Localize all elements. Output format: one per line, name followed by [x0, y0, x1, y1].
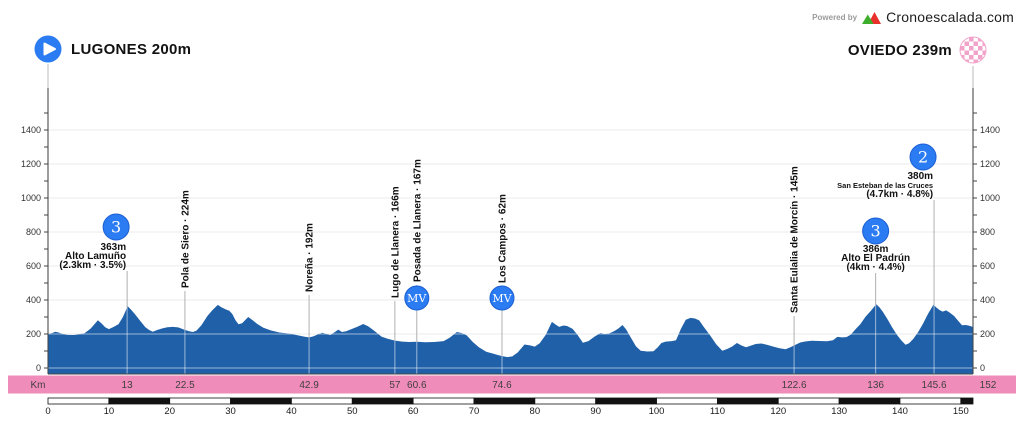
ruler-label: 70 [469, 406, 480, 417]
ruler-label: 130 [831, 406, 847, 417]
svg-text:0: 0 [980, 363, 985, 373]
climb-gradient: (4.7km · 4.8%) [866, 189, 933, 200]
finish-text: OVIEDO 239m [847, 41, 952, 59]
axes: 0 0 200 200 400 400 600 600 800 800 1000 1000 1200 12… [21, 88, 1000, 375]
waypoint-label: Los Campos · 62m [497, 194, 508, 283]
svg-text:3: 3 [111, 218, 121, 237]
mv-badge [404, 285, 430, 311]
svg-text:200: 200 [980, 329, 995, 339]
waypoint-label: Santa Eulalia de Morcín · 145m [790, 166, 801, 313]
ruler-label: 10 [104, 406, 115, 417]
climb-elevation: 386m [863, 244, 889, 255]
waypoints: Pola de Siero · 224m Noreña · 192m Lugo de… [180, 159, 801, 357]
elevation-area [48, 304, 973, 374]
svg-text:800: 800 [980, 227, 995, 237]
svg-text:MV: MV [407, 292, 427, 305]
distance-ruler: 0 10 20 30 40 50 60 70 80 90 100 110 120 130 140 150 [45, 397, 974, 417]
climb-elevation: 363m [101, 242, 127, 253]
climb-name: Alto Lamuño [65, 251, 126, 262]
km-bar-value: 22.5 [175, 380, 195, 391]
km-bar-value: 13 [122, 380, 134, 391]
finish-label: OVIEDO 239m [848, 36, 987, 64]
start-label: LUGONES 200m [34, 35, 191, 63]
ruler-label: 90 [590, 406, 601, 417]
svg-text:200: 200 [26, 329, 41, 339]
ruler-label: 60 [408, 406, 419, 417]
climb-category-badge [102, 213, 130, 241]
climb-gradient: (2.3km · 3.5%) [59, 260, 126, 271]
climb-category-badge [909, 143, 937, 171]
ruler-label: 40 [286, 406, 297, 417]
ruler-label: 120 [770, 406, 786, 417]
climb-category-badge [862, 217, 890, 245]
svg-text:800: 800 [26, 227, 41, 237]
km-bar-value: 152 [980, 380, 997, 391]
climb-name: San Esteban de las Cruces [837, 181, 933, 190]
ruler-label: 110 [710, 406, 725, 417]
ruler-label: 150 [953, 406, 969, 417]
finish-flag-icon [959, 36, 987, 64]
km-bar-value: 60.6 [407, 380, 427, 391]
km-bar-value: 57 [389, 380, 401, 391]
powered-by: Powered by Cronoescalada.com [812, 9, 1014, 25]
powered-by-label: Powered by [812, 12, 858, 22]
ruler-label: 50 [347, 406, 358, 417]
cronoescalada-logo-icon [862, 11, 882, 24]
ruler-label: 80 [530, 406, 541, 417]
ruler-label: 100 [649, 406, 665, 417]
svg-text:1200: 1200 [21, 159, 41, 169]
svg-text:MV: MV [492, 292, 512, 305]
climb-name: Alto El Padrún [841, 253, 910, 264]
start-icon [34, 35, 62, 63]
svg-text:1400: 1400 [21, 125, 41, 135]
svg-text:3: 3 [871, 222, 881, 241]
svg-text:400: 400 [980, 295, 995, 305]
km-bar-unit: Km [31, 380, 46, 391]
svg-text:0: 0 [36, 363, 41, 373]
svg-text:600: 600 [980, 261, 995, 271]
svg-text:1400: 1400 [980, 125, 1000, 135]
svg-text:600: 600 [26, 261, 41, 271]
start-text: LUGONES 200m [71, 40, 192, 58]
svg-text:1200: 1200 [980, 159, 1000, 169]
mv-badge [489, 285, 515, 311]
km-bar-value: 122.6 [782, 380, 807, 391]
svg-text:2: 2 [918, 148, 928, 167]
km-bar-value: 42.9 [299, 380, 319, 391]
km-bar-value: 74.6 [492, 380, 512, 391]
km-bar: Km 13 22.5 42.9 57 60.6 74.6 122.6 136 145.6 152 [8, 375, 1016, 394]
waypoint-label: Lugo de Llanera · 166m [390, 186, 401, 298]
ruler-label: 20 [164, 406, 175, 417]
svg-text:1000: 1000 [21, 193, 41, 203]
svg-text:1000: 1000 [980, 193, 1000, 203]
waypoint-label: Pola de Siero · 224m [180, 190, 191, 288]
ruler-label: 140 [892, 406, 908, 417]
km-bar-value: 136 [867, 380, 884, 391]
brand-link[interactable]: Cronoescalada.com [886, 9, 1014, 25]
waypoint-label: Noreña · 192m [305, 223, 316, 292]
km-bar-value: 145.6 [922, 380, 947, 391]
climb-elevation: 380m [907, 171, 933, 182]
waypoint-label: Posada de Llanera · 167m [412, 159, 423, 282]
climb-gradient: (4km · 4.4%) [846, 262, 904, 273]
ruler-label: 30 [225, 406, 236, 417]
svg-text:400: 400 [26, 295, 41, 305]
ruler-label: 0 [45, 406, 50, 417]
